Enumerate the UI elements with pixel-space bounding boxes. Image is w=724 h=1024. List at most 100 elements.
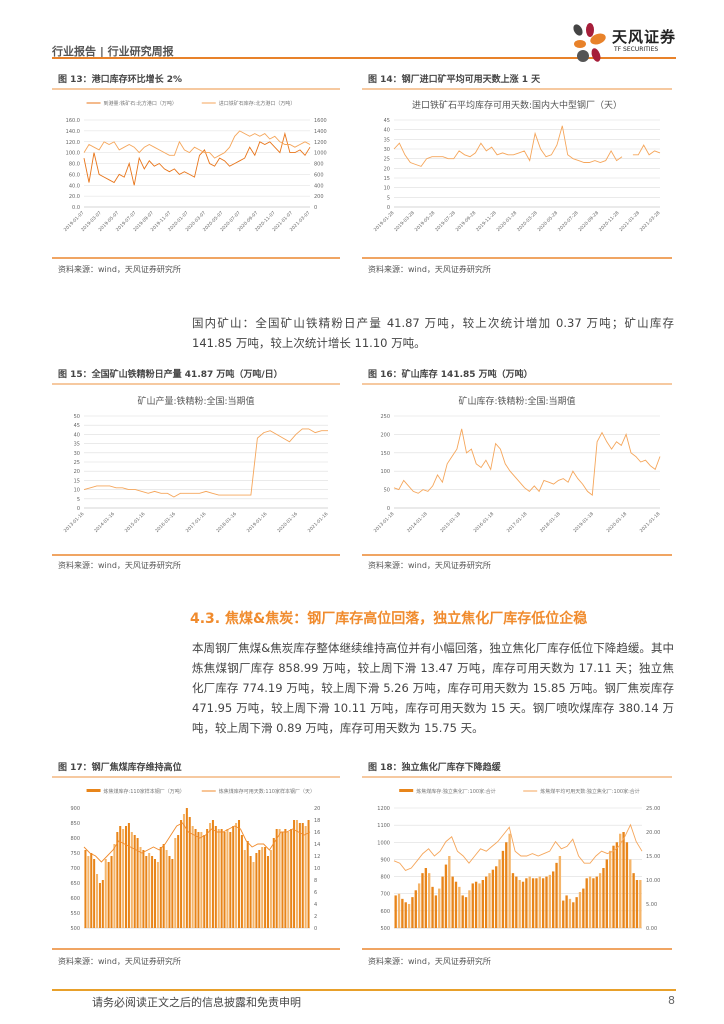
y2-tick-label: 25.00 xyxy=(646,806,660,812)
logo-text: 天风证券 xyxy=(612,28,677,46)
bar xyxy=(261,847,264,928)
y-tick-label: 20 xyxy=(384,166,390,172)
bar xyxy=(401,898,404,928)
logo-subtext: TF SECURITIES xyxy=(614,46,659,53)
figure-14-title: 图 14：钢厂进口矿平均可用天数上涨 1 天 xyxy=(368,75,541,85)
bar xyxy=(508,833,511,928)
y2-tick-label: 1000 xyxy=(314,151,327,157)
y-tick-label: 15 xyxy=(384,176,390,182)
bar xyxy=(84,850,87,928)
figure-17-title: 图 17：钢厂焦煤库存维持高位 xyxy=(58,763,182,773)
bar xyxy=(264,847,267,928)
bar xyxy=(266,856,270,928)
bar xyxy=(545,876,548,928)
x-tick-label: 2016-01-16 xyxy=(154,511,177,534)
bar xyxy=(293,820,296,928)
y-tick-label: 1000 xyxy=(377,840,390,846)
y2-tick-label: 20 xyxy=(314,806,320,812)
bar xyxy=(515,876,518,928)
legend-label: 炼焦煤平均可用天数:独立焦化厂:100家:合计 xyxy=(540,788,640,795)
bar xyxy=(531,878,535,928)
x-tick-label: 2013-01-18 xyxy=(373,511,396,534)
y-tick-label: 45 xyxy=(74,423,80,429)
bar xyxy=(107,862,110,928)
bar xyxy=(142,850,145,928)
bar xyxy=(258,850,261,928)
bar xyxy=(200,832,203,928)
bar xyxy=(444,864,448,928)
y-tick-label: 0 xyxy=(77,506,80,512)
y-tick-label: 50 xyxy=(74,414,80,420)
bar xyxy=(558,856,562,928)
bar xyxy=(188,817,191,928)
bar xyxy=(548,874,552,928)
bar xyxy=(404,902,407,928)
x-tick-label: 2019-07-28 xyxy=(434,210,457,233)
series-line-1 xyxy=(393,823,643,871)
bar xyxy=(582,888,585,928)
y2-tick-label: 0 xyxy=(314,205,317,211)
bar xyxy=(246,841,249,928)
figure-17-bottom-rule xyxy=(52,948,340,950)
bar xyxy=(625,842,629,928)
bar xyxy=(177,835,180,928)
bar xyxy=(127,823,130,928)
y-tick-label: 5 xyxy=(77,497,80,503)
y-tick-label: 1100 xyxy=(377,823,390,829)
y2-tick-label: 2 xyxy=(314,914,317,920)
legend-label: 炼焦煤库存:独立焦化厂:100家:合计 xyxy=(416,788,496,795)
bar xyxy=(168,856,171,928)
x-tick-label: 2019-09-28 xyxy=(455,210,478,233)
bar xyxy=(538,876,541,928)
bar xyxy=(461,895,464,928)
coking-coal-paragraph: 本周钢厂焦煤&焦炭库存整体继续维持高位并有小幅回落，独立焦化厂库存低位下降趋缓。… xyxy=(192,641,674,735)
figure-13-rule xyxy=(52,88,340,90)
x-tick-label: 2020-01-18 xyxy=(605,511,628,534)
bar xyxy=(96,874,99,928)
series-line-1 xyxy=(83,822,311,863)
bar xyxy=(249,856,252,928)
bar xyxy=(521,881,525,928)
bar xyxy=(290,829,293,928)
bar xyxy=(518,880,521,928)
bar xyxy=(488,873,491,928)
figure-14-source: 资料来源：wind，天风证券研究所 xyxy=(368,265,491,274)
figure-16-source: 资料来源：wind，天风证券研究所 xyxy=(368,561,491,570)
bar xyxy=(454,881,458,928)
bar xyxy=(424,868,428,928)
bar xyxy=(156,862,159,928)
bar xyxy=(441,876,444,928)
y2-tick-label: 6 xyxy=(314,890,317,896)
bar xyxy=(301,823,304,928)
figure-16-bottom-rule xyxy=(362,554,672,556)
bar xyxy=(272,838,275,928)
bar xyxy=(223,832,226,928)
y2-tick-label: 1600 xyxy=(314,118,327,124)
bar xyxy=(209,823,212,928)
bar xyxy=(501,850,505,928)
y-tick-label: 50 xyxy=(384,488,390,494)
chart-mine-inventory: 矿山库存:铁精粉:全国:当期值 0 50 100 150 200 250 2013-01-18… xyxy=(373,395,662,534)
bar xyxy=(191,826,194,928)
chart-title: 矿山产量:铁精粉:全国:当期值 xyxy=(137,395,254,407)
y-tick-label: 200 xyxy=(380,432,390,438)
figure-17-rule xyxy=(52,776,340,778)
bar xyxy=(451,876,454,928)
x-tick-label: 2019-05-28 xyxy=(414,210,437,233)
bar xyxy=(629,859,632,928)
figure-13-bottom-rule xyxy=(52,257,340,259)
bar xyxy=(505,842,508,928)
bar xyxy=(528,876,531,928)
bar xyxy=(592,878,595,928)
bar xyxy=(635,880,639,928)
footer-disclaimer[interactable]: 请务必阅读正文之后的信息披露和免责申明 xyxy=(92,996,301,1009)
y2-tick-label: 5.00 xyxy=(646,902,657,908)
series-line-1 xyxy=(83,130,311,159)
y-tick-label: 160.0 xyxy=(66,118,80,124)
y-tick-label: 900 xyxy=(380,857,390,863)
figure-18-bottom-rule xyxy=(362,948,672,950)
y-tick-label: 150 xyxy=(380,451,390,457)
x-tick-label: 2019-11-28 xyxy=(475,210,498,233)
series-line-0 xyxy=(83,131,311,186)
bar xyxy=(237,820,241,928)
